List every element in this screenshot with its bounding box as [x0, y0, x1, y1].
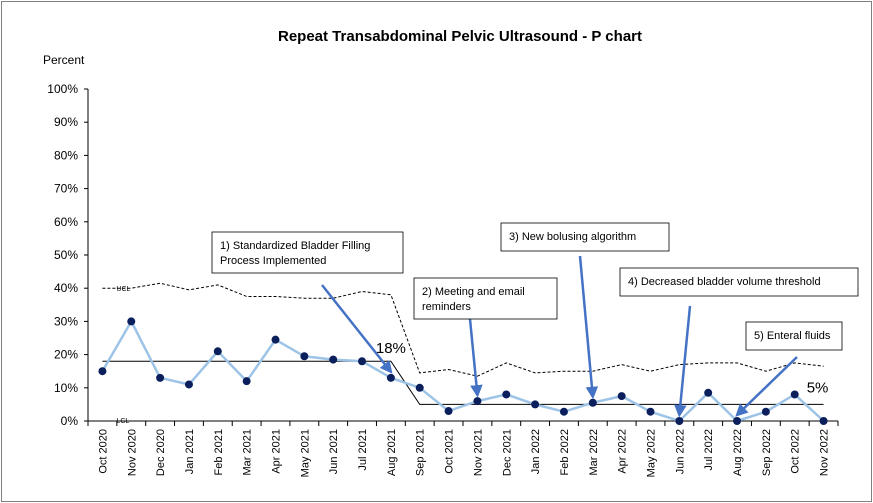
x-tick-label: Sep 2022: [761, 429, 773, 476]
data-point: [559, 407, 568, 416]
x-tick-label: Mar 2021: [242, 429, 254, 475]
x-tick-label: Jul 2021: [357, 429, 369, 471]
y-tick-label: 10%: [54, 381, 78, 395]
x-tick-label: Jan 2021: [184, 429, 196, 474]
annotation-text: 3) New bolusing algorithm: [509, 231, 636, 243]
annotations: 1) Standardized Bladder Filling Process I…: [211, 222, 859, 418]
x-tick-label: Nov 2021: [472, 429, 484, 476]
annotation-arrow: [674, 305, 692, 418]
annotation-text: 4) Decreased bladder volume threshold: [628, 276, 821, 288]
data-point: [819, 417, 828, 425]
y-tick-label: 50%: [54, 248, 78, 262]
x-tick-label: Oct 2021: [444, 429, 456, 474]
annotation-arrow: [735, 356, 798, 417]
data-series: [98, 317, 828, 425]
x-tick-label: Oct 2020: [97, 429, 109, 474]
series-line: [101, 318, 825, 423]
center-line: [102, 360, 824, 405]
y-tick-label: 90%: [54, 115, 78, 129]
annotation-arrow: [578, 255, 599, 400]
y-tick-labels: 0% 10% 20% 30% 40% 50% 60% 70% 80% 90% 100%: [47, 82, 78, 428]
center-line-path: [102, 360, 824, 405]
ucl-line: [102, 282, 824, 377]
data-point: [675, 417, 684, 425]
y-tick-label: 70%: [54, 182, 78, 196]
annotation-text: reminders: [422, 301, 471, 313]
lcl-label: LCL: [116, 418, 129, 425]
annotation-arrow: [468, 318, 483, 398]
x-tick-labels: Oct 2020 Nov 2020 Dec 2020 Jan 2021 Feb 2021…: [97, 429, 830, 477]
data-point: [704, 388, 713, 397]
x-tick-label: Dec 2020: [155, 429, 167, 476]
annotation-box: [500, 222, 670, 252]
y-axis-title: Percent: [43, 53, 85, 67]
chart-title: Repeat Transabdominal Pelvic Ultrasound …: [278, 28, 642, 45]
x-tick-label: Jul 2022: [703, 429, 715, 471]
data-point: [473, 397, 482, 406]
annotation-box: [413, 277, 558, 320]
x-tick-label: Feb 2022: [559, 429, 571, 475]
x-tick-label: Jun 2021: [328, 429, 340, 474]
data-point: [588, 398, 597, 407]
ucl-label: UCL: [116, 286, 130, 293]
annotation-box: [745, 321, 843, 351]
x-tick-label: Mar 2022: [588, 429, 600, 475]
x-tick-label: May 2022: [646, 429, 658, 477]
data-point: [184, 380, 193, 389]
data-point: [127, 317, 136, 326]
data-point: [271, 335, 280, 344]
x-tick-label: Nov 2022: [819, 429, 831, 476]
data-point: [790, 390, 799, 399]
data-point: [329, 355, 338, 364]
annotation-arrow: [321, 284, 393, 374]
y-tick-label: 80%: [54, 148, 78, 162]
data-point: [502, 390, 511, 399]
annotation-box: [619, 267, 859, 297]
data-point: [415, 383, 424, 392]
x-tick-label: May 2021: [299, 429, 311, 477]
x-tick-label: Apr 2022: [617, 429, 629, 474]
x-tick-label: Aug 2022: [732, 429, 744, 476]
value-label: 18%: [376, 340, 406, 357]
x-tick-label: Dec 2021: [501, 429, 513, 476]
annotation-box: [211, 231, 404, 274]
y-tick-label: 100%: [47, 82, 78, 96]
y-tick-label: 20%: [54, 348, 78, 362]
data-point: [444, 407, 453, 416]
y-tick-label: 60%: [54, 215, 78, 229]
data-point: [213, 347, 222, 356]
annotation-text: 5) Enteral fluids: [754, 330, 831, 342]
x-tick-label: Apr 2021: [271, 429, 283, 474]
x-tick-label: Sep 2021: [415, 429, 427, 476]
annotation-text: Process Implemented: [220, 255, 326, 267]
x-tick-label: Nov 2020: [126, 429, 138, 476]
x-tick-label: Aug 2021: [386, 429, 398, 476]
data-point: [386, 373, 395, 382]
data-point: [646, 407, 655, 416]
data-point: [300, 352, 309, 361]
control-limits: UCL LCL: [102, 282, 824, 425]
y-tick-label: 30%: [54, 314, 78, 328]
x-tick-label: Feb 2021: [213, 429, 225, 475]
data-point: [617, 392, 626, 401]
data-point: [761, 407, 770, 416]
data-point: [733, 417, 742, 425]
data-point: [242, 377, 251, 386]
value-label: 5%: [807, 379, 829, 396]
axes: [84, 88, 839, 426]
x-tick-label: Oct 2022: [790, 429, 802, 474]
annotation-text: 2) Meeting and email: [422, 286, 525, 298]
data-point: [156, 373, 165, 382]
value-labels: 18% 5%: [376, 340, 829, 396]
y-tick-label: 40%: [54, 281, 78, 295]
x-tick-label: Jun 2022: [674, 429, 686, 474]
x-tick-label: Jan 2022: [530, 429, 542, 474]
y-tick-label: 0%: [61, 414, 79, 428]
data-point: [98, 367, 107, 376]
data-point: [358, 357, 367, 366]
annotation-text: 1) Standardized Bladder Filling: [220, 240, 370, 252]
data-point: [531, 400, 540, 409]
